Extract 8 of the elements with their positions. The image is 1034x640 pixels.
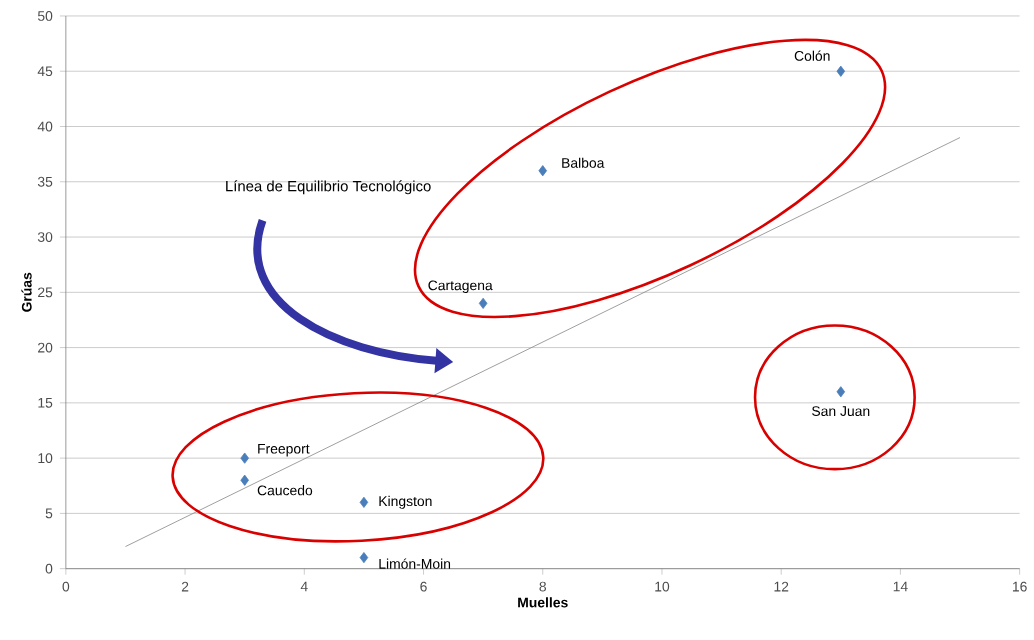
point	[836, 65, 846, 77]
point	[478, 297, 488, 309]
point	[538, 164, 548, 177]
point	[240, 474, 249, 486]
point	[240, 452, 249, 464]
point	[359, 551, 369, 563]
point	[359, 496, 369, 508]
point	[836, 385, 846, 398]
